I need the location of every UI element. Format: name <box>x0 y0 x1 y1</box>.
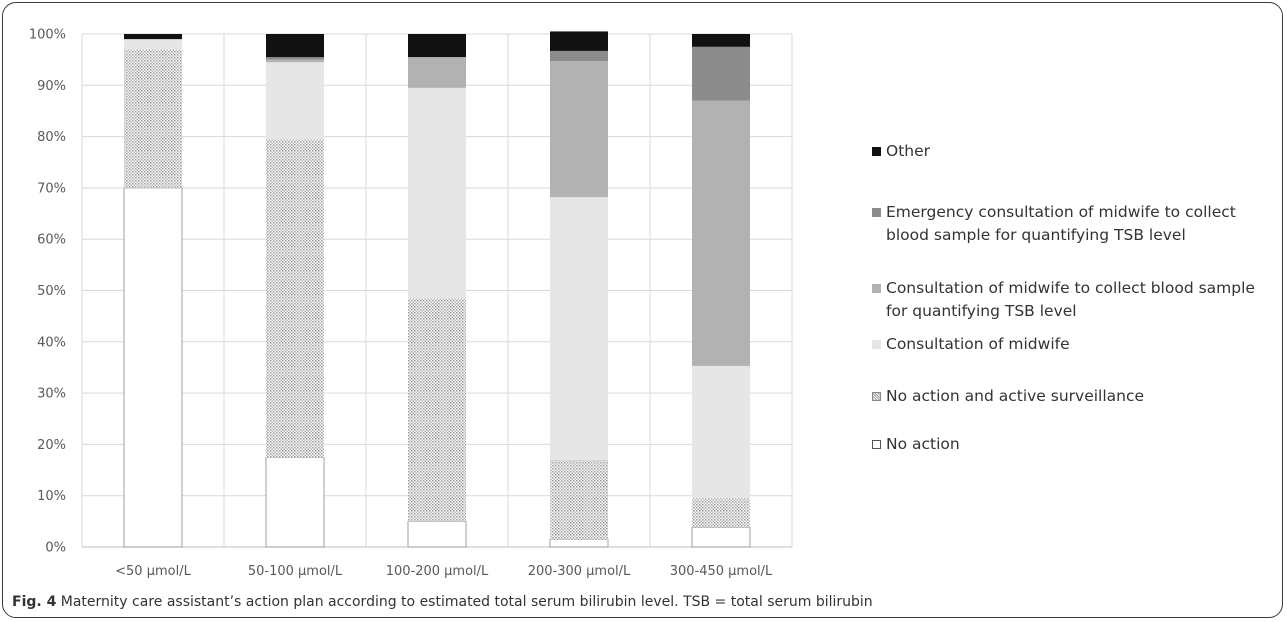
bar-segment <box>550 197 608 460</box>
bar-segment <box>408 57 466 88</box>
bar-segment <box>692 46 750 101</box>
gridlines <box>81 33 793 548</box>
x-tick-label: 100-200 µmol/L <box>386 564 489 579</box>
y-tick-label: 80% <box>37 130 66 145</box>
y-tick-label: 90% <box>37 79 66 94</box>
x-tick-label: 50-100 µmol/L <box>248 564 343 579</box>
legend-swatch <box>872 284 881 293</box>
legend-swatch <box>872 208 881 217</box>
bar-segment <box>692 34 750 47</box>
y-tick-label: 50% <box>37 284 66 299</box>
bar-segment <box>123 187 183 548</box>
legend-item: Consultation of midwife <box>872 333 1070 356</box>
bar-segment <box>266 139 324 458</box>
legend-item: Emergency consultation of midwife to col… <box>872 201 1236 247</box>
legend-item: No action and active surveillance <box>872 385 1144 408</box>
y-tick-label: 40% <box>37 335 66 350</box>
y-tick-label: 100% <box>29 28 66 43</box>
legend-label: No action and active surveillance <box>886 387 1145 405</box>
bar-segment <box>691 527 751 548</box>
x-tick-label: 200-300 µmol/L <box>528 564 631 579</box>
bar-segment <box>408 298 466 522</box>
legend-label: No action <box>886 435 960 453</box>
legend-swatch <box>872 392 881 401</box>
x-tick-label: 300-450 µmol/L <box>670 564 773 579</box>
bar-segment <box>266 34 324 58</box>
legend-label: Consultation of midwife <box>886 335 1070 353</box>
bar-segment <box>692 100 750 366</box>
bar-segment <box>124 49 182 188</box>
bar-segment <box>550 50 608 62</box>
bar-segment <box>408 34 466 58</box>
legend-swatch <box>872 340 881 349</box>
y-tick-label: 10% <box>37 489 66 504</box>
legend-swatch <box>872 440 881 449</box>
caption-text: Maternity care assistant’s action plan a… <box>56 594 873 610</box>
bar-segment <box>266 59 324 63</box>
bar-segment <box>407 520 467 548</box>
bar-segment <box>692 498 750 528</box>
y-tick-label: 30% <box>37 387 66 402</box>
legend-item: Consultation of midwife to collect blood… <box>872 277 1255 323</box>
bar-segment <box>266 62 324 140</box>
bar-segment <box>550 61 608 198</box>
bar-segment <box>265 456 325 548</box>
bars <box>123 31 751 548</box>
bar-segment <box>549 538 609 548</box>
y-axis-ticks: 0% 10% 20% 30% 40% 50% 60% 70% 80% 90% 100% <box>29 28 66 556</box>
bar-segment <box>550 459 608 540</box>
legend-item: No action <box>872 433 960 456</box>
x-axis-ticks: <50 µmol/L 50-100 µmol/L 100-200 µmol/L 200… <box>115 564 773 579</box>
legend-label: Emergency consultation of midwife to col… <box>886 203 1236 244</box>
y-tick-label: 70% <box>37 181 66 196</box>
bar-segment <box>550 31 608 51</box>
legend-item: Other <box>872 140 930 163</box>
legend-swatch <box>872 147 881 156</box>
bar-segment <box>124 39 182 50</box>
bar-segment <box>266 57 324 60</box>
bar-segment <box>408 87 466 299</box>
figure-caption: Fig. 4 Maternity care assistant’s action… <box>12 594 873 610</box>
bar-segment <box>692 365 750 499</box>
legend-label: Other <box>886 142 931 160</box>
y-tick-label: 0% <box>45 541 66 556</box>
y-tick-label: 20% <box>37 438 66 453</box>
legend-label: Consultation of midwife to collect blood… <box>886 279 1255 320</box>
x-tick-label: <50 µmol/L <box>115 564 191 579</box>
bar-segment <box>124 34 182 40</box>
y-tick-label: 60% <box>37 233 66 248</box>
caption-label: Fig. 4 <box>12 594 57 610</box>
